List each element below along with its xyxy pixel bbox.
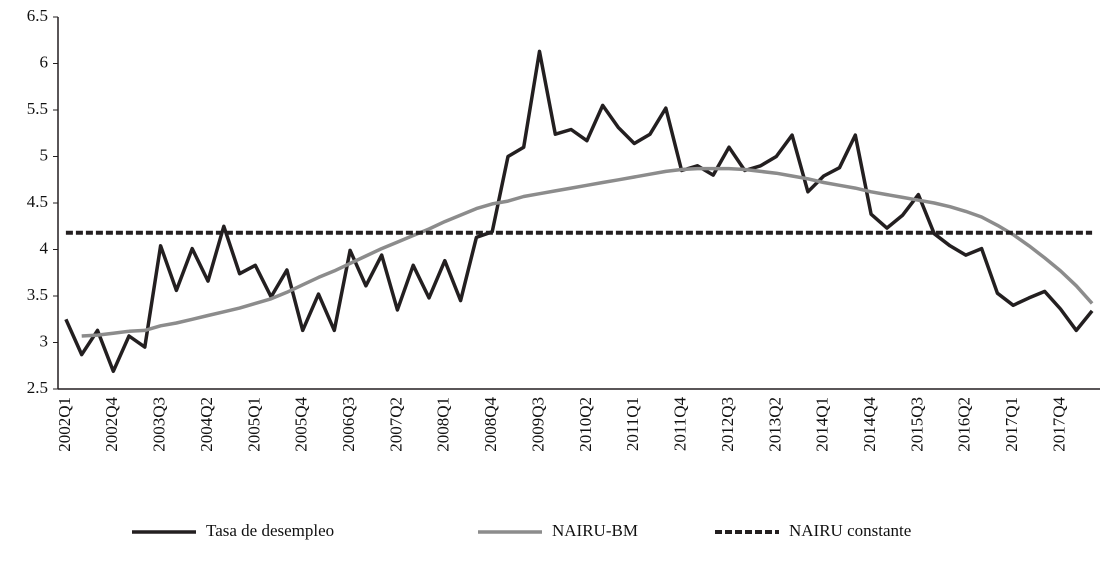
x-tick-label: 2004Q2 [197,397,216,452]
x-tick-label: 2014Q1 [813,397,832,452]
x-tick-label: 2005Q1 [244,397,263,452]
y-tick-label: 6.5 [27,6,48,25]
x-tick-label: 2011Q4 [671,397,690,452]
x-tick-label: 2003Q3 [150,397,169,452]
y-tick-label: 6 [40,52,49,71]
y-tick-label: 2.5 [27,378,48,397]
x-tick-label: 2009Q3 [528,397,547,452]
series-line [81,166,1094,338]
x-tick-label: 2002Q1 [55,397,74,452]
x-tick-label: 2010Q2 [576,397,595,452]
y-tick-label: 5.5 [27,99,48,118]
y-tick-label: 5 [40,145,49,164]
legend-label: Tasa de desempleo [206,521,334,540]
series-line [64,49,1094,374]
x-tick-label: 2017Q4 [1049,397,1068,452]
x-tick-label: 2017Q1 [1002,397,1021,452]
x-tick-label: 2002Q4 [102,397,121,452]
y-tick-label: 4.5 [27,192,48,211]
x-tick-label: 2014Q4 [860,397,879,452]
legend-label: NAIRU-BM [552,521,638,540]
x-tick-label: 2007Q2 [386,397,405,452]
x-tick-label: 2013Q2 [765,397,784,452]
x-tick-label: 2005Q4 [292,397,311,452]
x-tick-label: 2012Q3 [718,397,737,452]
y-tick-label: 3 [40,331,49,350]
y-tick-label: 3.5 [27,285,48,304]
x-tick-label: 2008Q4 [481,397,500,452]
y-tick-label: 4 [40,238,49,257]
x-tick-label: 2011Q1 [623,397,642,451]
x-tick-label: 2015Q3 [907,397,926,452]
x-tick-label: 2006Q3 [339,397,358,452]
x-tick-label: 2016Q2 [955,397,974,452]
x-tick-label: 2008Q1 [434,397,453,452]
legend-label: NAIRU constante [789,521,911,540]
